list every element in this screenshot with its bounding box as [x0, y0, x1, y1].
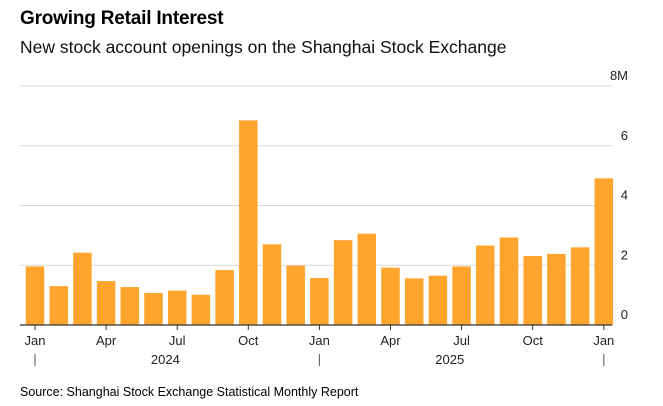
bar — [499, 237, 519, 325]
x-tick-label: Jul — [453, 333, 470, 348]
bar — [120, 287, 140, 325]
bar — [262, 244, 282, 325]
bar — [286, 265, 305, 325]
bar — [476, 245, 495, 325]
bar — [49, 286, 68, 325]
bar — [73, 252, 92, 325]
bars — [25, 120, 614, 325]
bar — [191, 294, 211, 325]
y-tick-label: 6 — [621, 128, 628, 143]
gridlines — [20, 85, 612, 266]
bar — [25, 266, 45, 325]
y-tick-label: 0 — [621, 307, 628, 322]
bar — [239, 120, 258, 325]
x-tick-label: Apr — [96, 333, 117, 348]
chart-subtitle: New stock account openings on the Shangh… — [20, 37, 507, 57]
y-tick-label: 8M — [610, 68, 628, 83]
bar — [452, 266, 471, 325]
x-tick-label: Jan — [593, 333, 614, 348]
bar — [570, 247, 590, 325]
y-tick-label: 4 — [621, 188, 628, 203]
x-tick-label: Oct — [238, 333, 259, 348]
bar — [523, 255, 542, 325]
bar — [96, 281, 116, 325]
source-note: Source: Shanghai Stock Exchange Statisti… — [20, 385, 359, 399]
x-tick-label: Jan — [309, 333, 330, 348]
x-tick-label: Apr — [380, 333, 401, 348]
chart-title: Growing Retail Interest — [20, 8, 224, 29]
x-tick-label: Oct — [523, 333, 544, 348]
y-tick-label: 2 — [621, 247, 628, 262]
year-label: 2024 — [151, 352, 180, 367]
x-tick-label: Jul — [169, 333, 186, 348]
bar — [381, 267, 400, 325]
x-tick-label: Jan — [25, 333, 46, 348]
year-label: 2025 — [435, 352, 464, 367]
bar — [547, 253, 566, 325]
bar — [333, 240, 353, 325]
bar — [594, 178, 614, 325]
bar — [167, 290, 187, 325]
bar — [310, 278, 329, 325]
bar — [144, 293, 163, 325]
bar — [357, 233, 377, 325]
bar — [404, 278, 424, 325]
x-axis: Jan Apr Jul Oct Jan Apr Jul Oct Jan 2024 2025 — [20, 324, 614, 367]
bar — [428, 275, 448, 325]
bar — [215, 270, 234, 325]
y-axis-labels: 0 2 4 6 8M — [610, 68, 628, 322]
